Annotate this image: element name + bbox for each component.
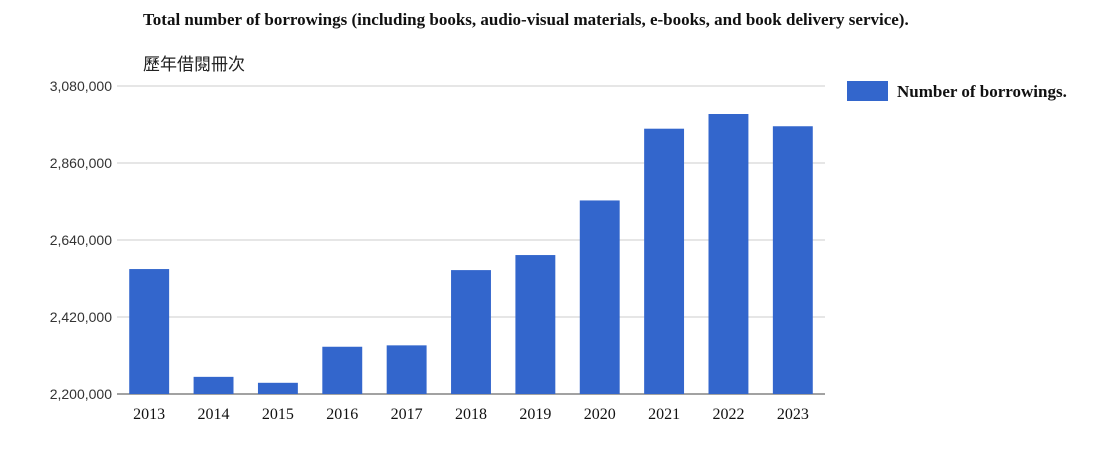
chart-title: Total number of borrowings (including bo…: [143, 10, 909, 29]
legend: Number of borrowings.: [847, 81, 1067, 101]
legend-swatch: [847, 81, 888, 101]
x-tick-label: 2020: [584, 406, 616, 423]
bar-2016[interactable]: [322, 346, 363, 394]
x-tick-label: 2023: [777, 406, 809, 423]
bar-2019[interactable]: [515, 255, 556, 394]
x-tick-label: 2014: [198, 406, 230, 423]
y-tick-label: 2,200,000: [50, 386, 112, 402]
bar-2023[interactable]: [772, 126, 813, 394]
x-tick-label: 2019: [519, 406, 551, 423]
chart-subtitle: 歷年借閱冊次: [143, 55, 245, 75]
x-tick-label: 2013: [133, 406, 165, 423]
y-tick-label: 3,080,000: [50, 78, 112, 94]
legend-label: Number of borrowings.: [897, 82, 1067, 101]
x-axis: 2013 2014 2015 2016 2017 2018 2019 2020 2021 2022…: [133, 406, 809, 423]
bar-2014[interactable]: [193, 376, 234, 394]
bar-2021[interactable]: [644, 128, 685, 394]
x-tick-label: 2016: [326, 406, 358, 423]
x-tick-label: 2021: [648, 406, 680, 423]
x-tick-label: 2015: [262, 406, 294, 423]
x-tick-label: 2022: [712, 406, 744, 423]
y-tick-label: 2,640,000: [50, 232, 112, 248]
bar-2013[interactable]: [129, 269, 170, 394]
x-tick-label: 2017: [391, 406, 423, 423]
bar-2020[interactable]: [579, 200, 620, 394]
bars: [129, 114, 813, 394]
bar-2022[interactable]: [708, 114, 749, 394]
y-axis: 2,200,000 2,420,000 2,640,000 2,860,000 3,08…: [50, 78, 112, 402]
x-tick-label: 2018: [455, 406, 487, 423]
bar-2018[interactable]: [451, 270, 491, 394]
bar-2017[interactable]: [386, 345, 427, 394]
bar-2015[interactable]: [257, 382, 298, 394]
y-tick-label: 2,420,000: [50, 309, 112, 325]
y-tick-label: 2,860,000: [50, 155, 112, 171]
